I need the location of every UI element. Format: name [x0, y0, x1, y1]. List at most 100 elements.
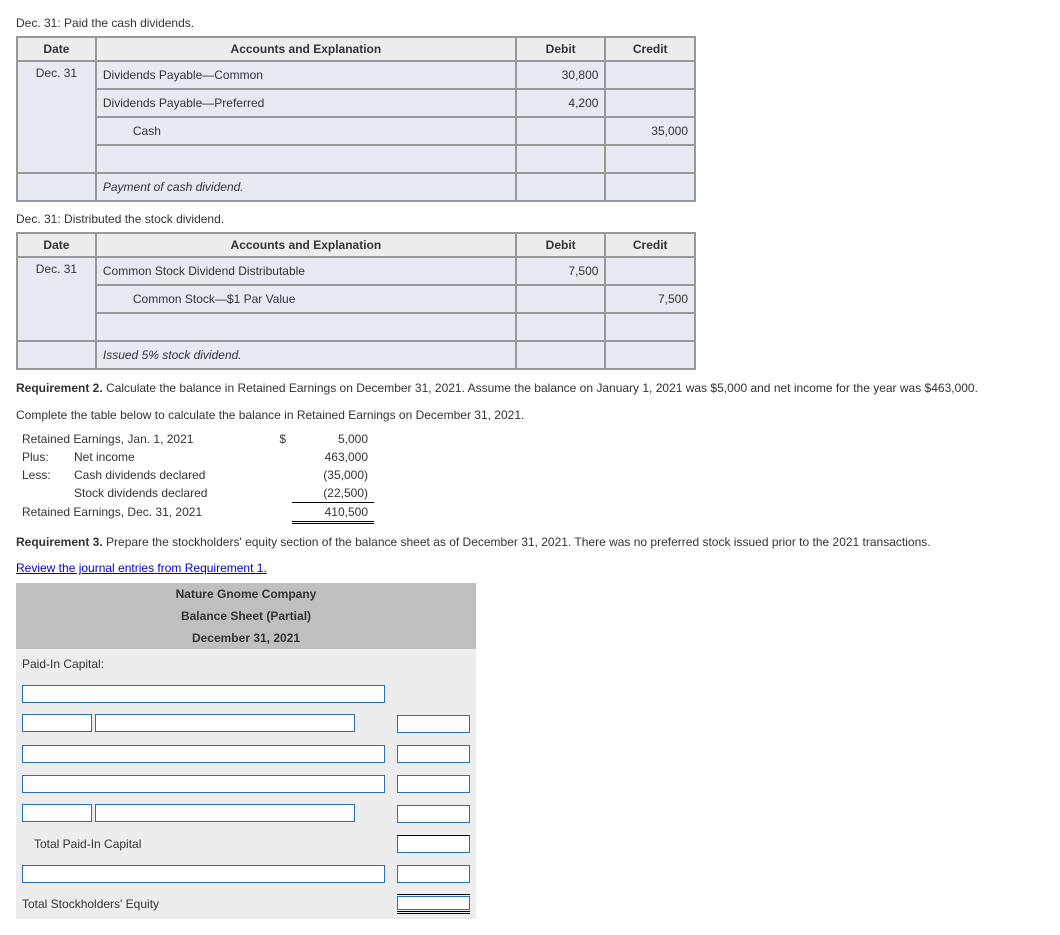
account-cell: Dividends Payable—Common — [96, 61, 516, 89]
date-cell: Dec. 31 — [17, 61, 96, 173]
journal-table-1: Date Accounts and Explanation Debit Cred… — [16, 36, 696, 202]
table-row — [17, 145, 695, 173]
prefix-input[interactable] — [22, 714, 92, 732]
bs-date: December 31, 2021 — [16, 627, 476, 649]
table-row: Retained Earnings, Dec. 31, 2021 410,500 — [16, 502, 374, 522]
debit-cell: 7,500 — [516, 257, 606, 285]
col-debit: Debit — [516, 37, 606, 61]
table-row: Total Paid-In Capital — [16, 829, 476, 859]
amount-input[interactable] — [397, 775, 470, 793]
credit-cell — [605, 313, 695, 341]
col-accounts: Accounts and Explanation — [96, 233, 516, 257]
less-label: Less: — [16, 466, 68, 484]
account-cell: Common Stock Dividend Distributable — [96, 257, 516, 285]
req2-text: Requirement 2. Calculate the balance in … — [16, 380, 1044, 397]
col-accounts: Accounts and Explanation — [96, 37, 516, 61]
credit-cell — [605, 145, 695, 173]
amount-input[interactable] — [397, 896, 470, 910]
table-row: Total Stockholders' Equity — [16, 889, 476, 919]
debit-cell — [516, 173, 606, 201]
table-row: Dec. 31 Common Stock Dividend Distributa… — [17, 257, 695, 285]
ni-label: Net income — [68, 448, 268, 466]
table-row: Stock dividends declared (22,500) — [16, 484, 374, 503]
date-cell: Dec. 31 — [17, 257, 96, 341]
amount-input[interactable] — [397, 715, 470, 733]
req2-instruction: Complete the table below to calculate th… — [16, 407, 1044, 424]
account-input[interactable] — [22, 685, 385, 703]
credit-cell: 7,500 — [605, 285, 695, 313]
entry2-title: Dec. 31: Distributed the stock dividend. — [16, 212, 1044, 226]
credit-cell — [605, 341, 695, 369]
table-row — [16, 709, 476, 739]
ni-amt: 463,000 — [292, 448, 374, 466]
plus-label: Plus: — [16, 448, 68, 466]
debit-cell — [516, 341, 606, 369]
review-link[interactable]: Review the journal entries from Requirem… — [16, 561, 267, 575]
bs-company: Nature Gnome Company — [16, 583, 476, 605]
amount-input[interactable] — [397, 835, 470, 853]
account-input[interactable] — [22, 865, 385, 883]
account-input[interactable] — [22, 745, 385, 763]
account-input[interactable] — [22, 775, 385, 793]
req3-rest: Prepare the stockholders' equity section… — [103, 535, 931, 549]
table-row: Cash 35,000 — [17, 117, 695, 145]
amount-input[interactable] — [397, 865, 470, 883]
credit-cell — [605, 173, 695, 201]
account-input[interactable] — [95, 804, 355, 822]
account-cell — [96, 313, 516, 341]
amt-cell — [391, 649, 476, 679]
credit-cell — [605, 257, 695, 285]
explanation-cell: Payment of cash dividend. — [96, 173, 516, 201]
table-row — [16, 679, 476, 709]
entry1-title: Dec. 31: Paid the cash dividends. — [16, 16, 1044, 30]
account-input[interactable] — [95, 714, 355, 732]
table-row: Less: Cash dividends declared (35,000) — [16, 466, 374, 484]
debit-cell: 4,200 — [516, 89, 606, 117]
table-row — [16, 769, 476, 799]
col-date: Date — [17, 37, 96, 61]
date-cell — [17, 341, 96, 369]
table-header-row: Date Accounts and Explanation Debit Cred… — [17, 233, 695, 257]
credit-cell: 35,000 — [605, 117, 695, 145]
debit-cell: 30,800 — [516, 61, 606, 89]
stock-div-amt: (22,500) — [292, 484, 374, 503]
paid-in-label: Paid-In Capital: — [16, 649, 391, 679]
req2-rest: Calculate the balance in Retained Earnin… — [103, 381, 978, 395]
table-row: Dec. 31 Dividends Payable—Common 30,800 — [17, 61, 695, 89]
total-pic-label: Total Paid-In Capital — [16, 829, 391, 859]
debit-cell — [516, 285, 606, 313]
prefix-input[interactable] — [22, 804, 92, 822]
total-se-label: Total Stockholders' Equity — [16, 889, 391, 919]
table-row — [16, 799, 476, 829]
table-row: Payment of cash dividend. — [17, 173, 695, 201]
req3-text: Requirement 3. Prepare the stockholders'… — [16, 534, 1044, 551]
re-beg-amt: 5,000 — [292, 430, 374, 448]
table-row: Dividends Payable—Preferred 4,200 — [17, 89, 695, 117]
table-row: Plus: Net income 463,000 — [16, 448, 374, 466]
cash-div-amt: (35,000) — [292, 466, 374, 484]
req3-link-wrap: Review the journal entries from Requirem… — [16, 560, 1044, 577]
account-cell: Cash — [96, 117, 516, 145]
table-row: Paid-In Capital: — [16, 649, 476, 679]
col-credit: Credit — [605, 233, 695, 257]
account-cell — [96, 145, 516, 173]
table-row: Issued 5% stock dividend. — [17, 341, 695, 369]
req2-bold: Requirement 2. — [16, 381, 103, 395]
account-cell: Dividends Payable—Preferred — [96, 89, 516, 117]
credit-cell — [605, 89, 695, 117]
date-cell — [17, 173, 96, 201]
amount-input[interactable] — [397, 745, 470, 763]
explanation-cell: Issued 5% stock dividend. — [96, 341, 516, 369]
journal-table-2: Date Accounts and Explanation Debit Cred… — [16, 232, 696, 370]
req3-bold: Requirement 3. — [16, 535, 103, 549]
account-cell: Common Stock—$1 Par Value — [96, 285, 516, 313]
col-credit: Credit — [605, 37, 695, 61]
re-beg-label: Retained Earnings, Jan. 1, 2021 — [16, 430, 268, 448]
debit-cell — [516, 117, 606, 145]
table-header-row: Date Accounts and Explanation Debit Cred… — [17, 37, 695, 61]
debit-cell — [516, 313, 606, 341]
amount-input[interactable] — [397, 805, 470, 823]
table-row: Retained Earnings, Jan. 1, 2021 $ 5,000 — [16, 430, 374, 448]
retained-earnings-table: Retained Earnings, Jan. 1, 2021 $ 5,000 … — [16, 430, 374, 524]
table-row: Common Stock—$1 Par Value 7,500 — [17, 285, 695, 313]
